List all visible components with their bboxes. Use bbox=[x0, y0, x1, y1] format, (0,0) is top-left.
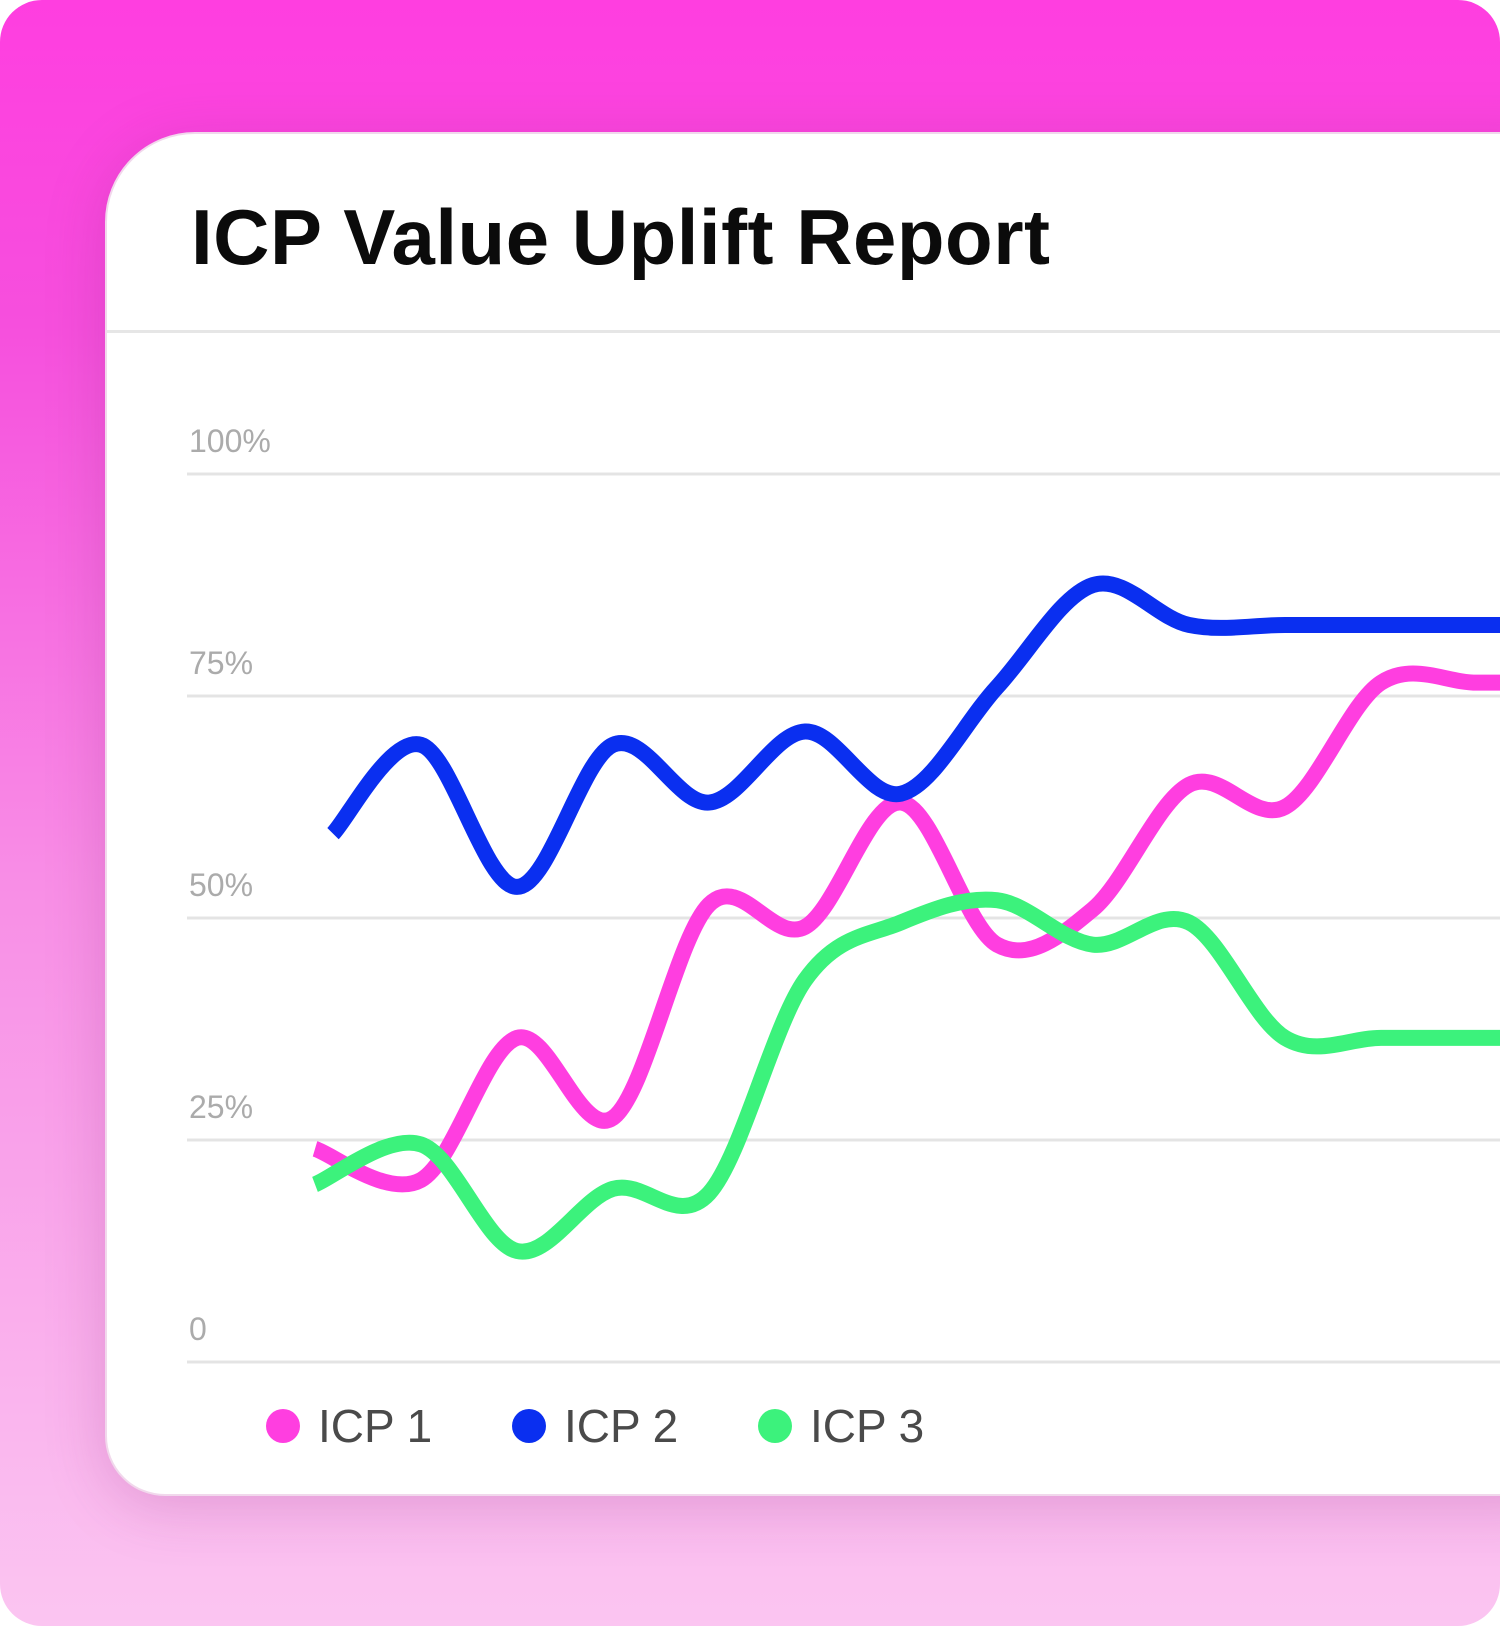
legend-label-icp-1: ICP 1 bbox=[318, 1400, 433, 1452]
chart-title: ICP Value Uplift Report bbox=[191, 193, 1051, 281]
legend-swatch-icp-3 bbox=[758, 1409, 792, 1443]
report-card: ICP Value Uplift Report bbox=[105, 132, 1500, 1496]
legend-label-icp-2: ICP 2 bbox=[564, 1400, 679, 1452]
title-divider bbox=[107, 330, 1500, 333]
legend-label-icp-3: ICP 3 bbox=[810, 1400, 925, 1452]
legend-swatch-icp-2 bbox=[512, 1409, 546, 1443]
legend-swatch-icp-1 bbox=[266, 1409, 300, 1443]
